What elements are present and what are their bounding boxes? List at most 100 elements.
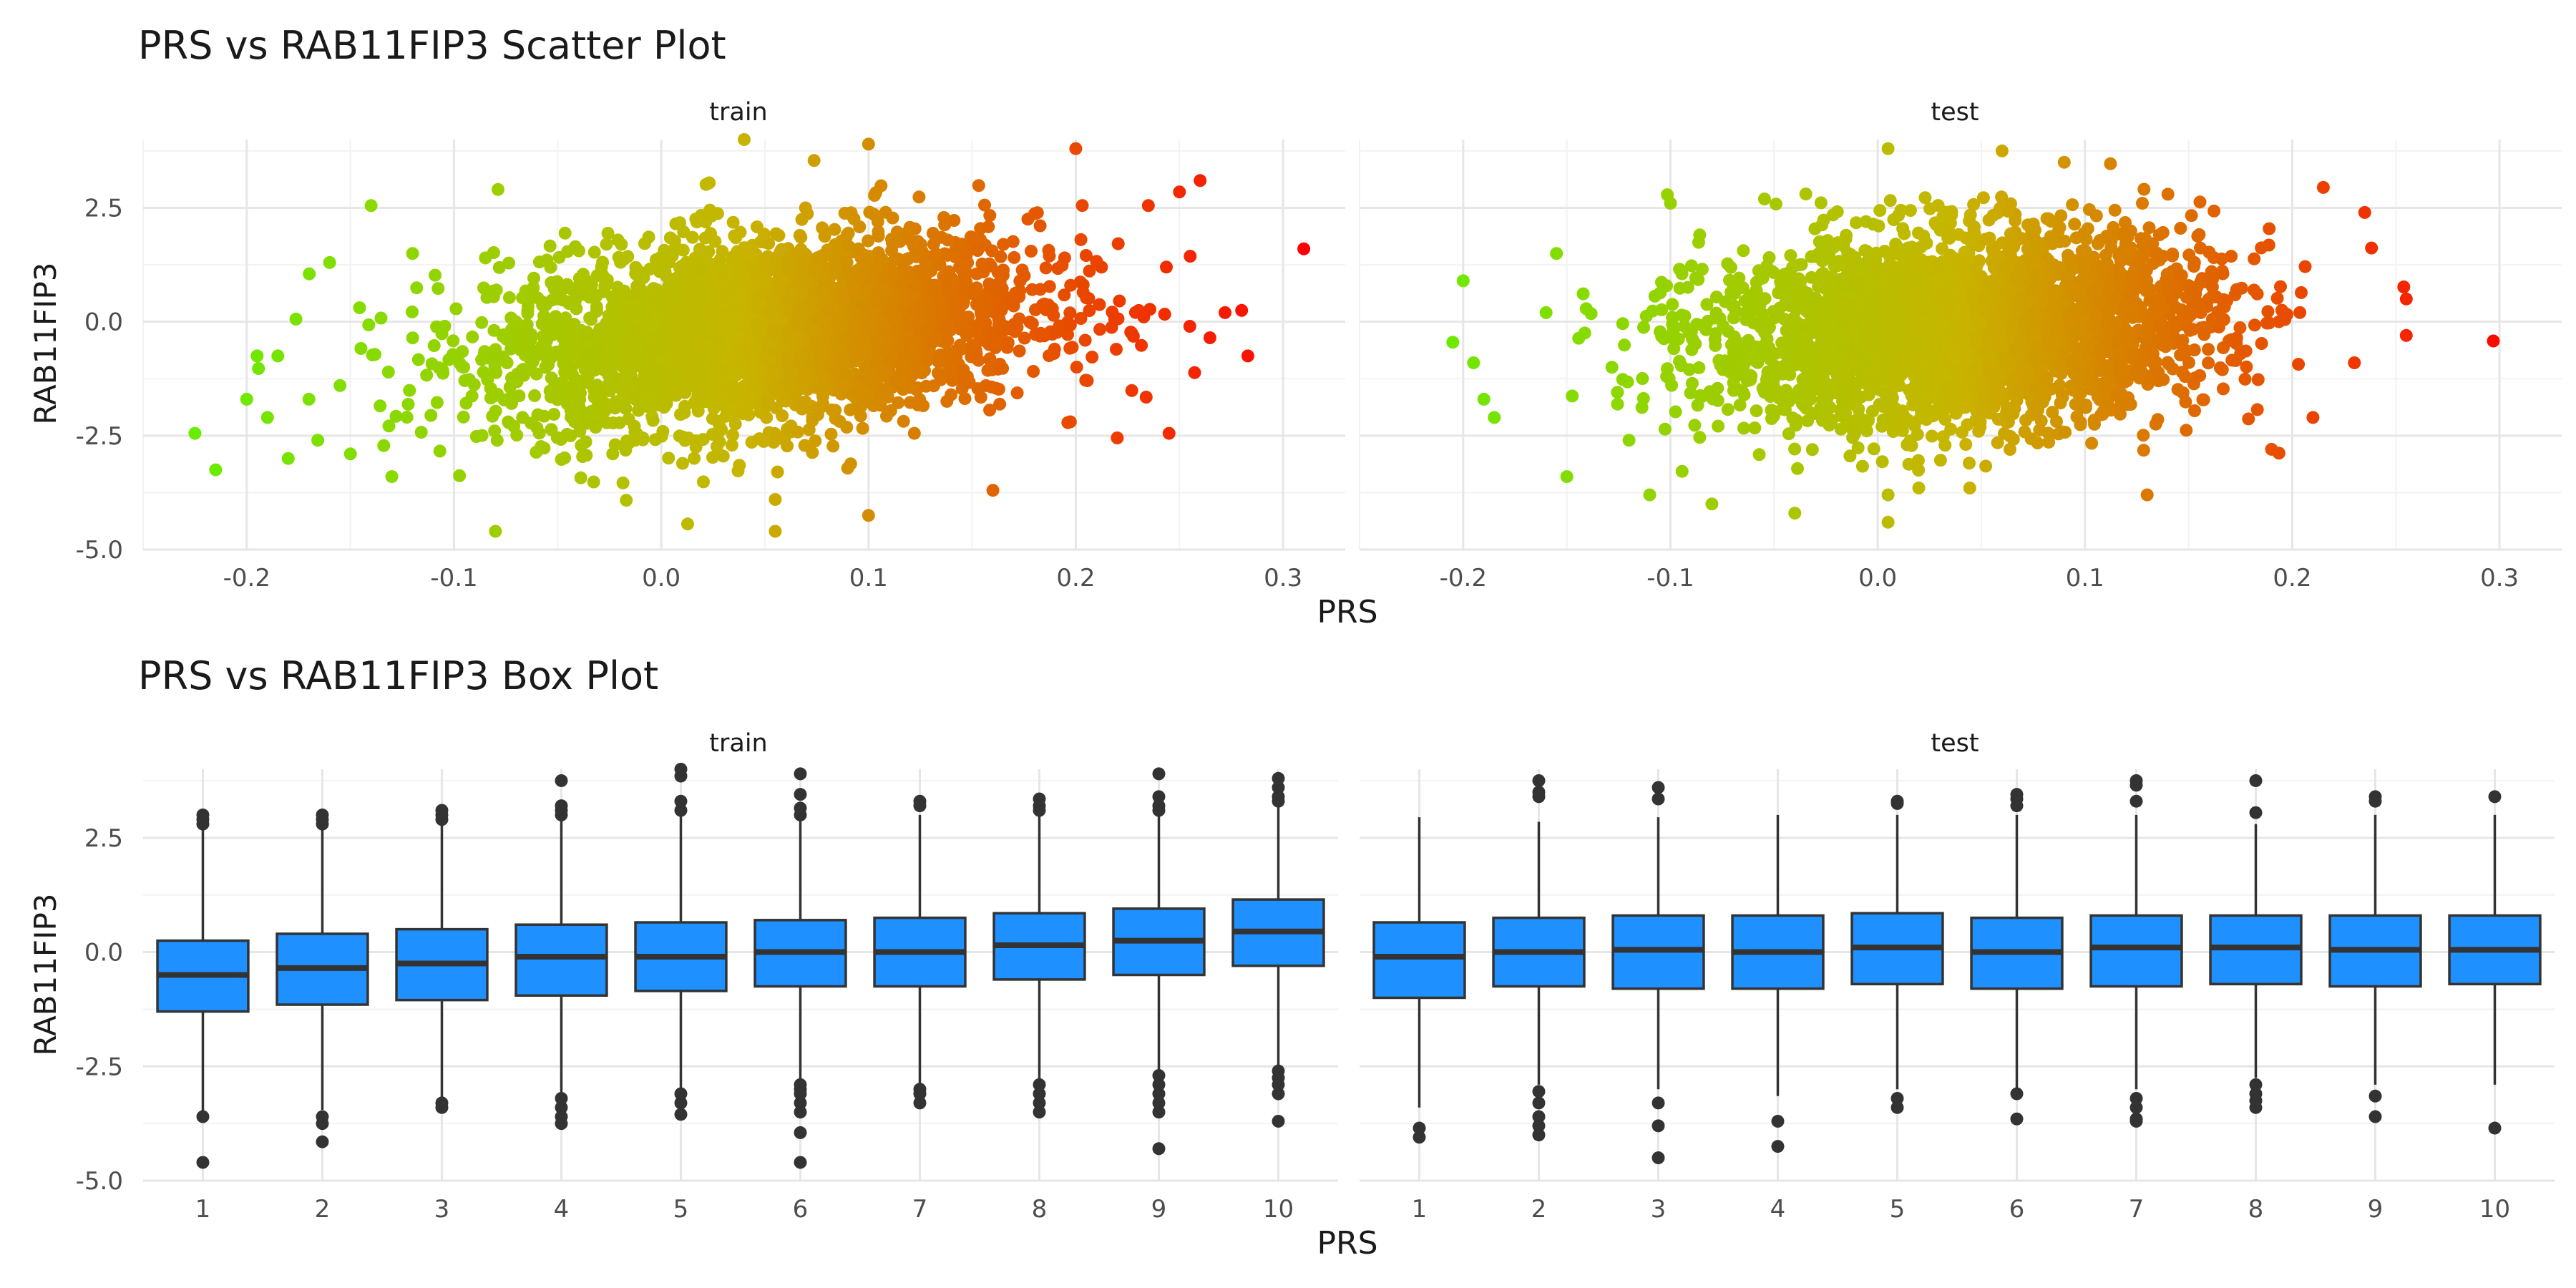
scatter-point — [1025, 283, 1039, 296]
scatter-point — [547, 282, 561, 296]
scatter-point — [699, 298, 713, 311]
scatter-x-tick-label: -0.2 — [223, 564, 270, 592]
scatter-point — [870, 333, 884, 347]
scatter-point — [2202, 356, 2215, 370]
scatter-point — [442, 353, 456, 366]
scatter-point — [568, 413, 582, 426]
scatter-point — [1297, 242, 1311, 255]
scatter-point — [1055, 258, 1069, 272]
scatter-point — [983, 404, 997, 417]
scatter-point — [558, 366, 572, 379]
scatter-point — [432, 361, 446, 374]
scatter-point — [598, 401, 612, 414]
scatter-point — [668, 328, 681, 342]
scatter-point — [433, 444, 447, 458]
scatter-point — [798, 372, 811, 386]
scatter-point — [453, 469, 467, 482]
scatter-point — [674, 286, 688, 299]
scatter-point — [1125, 326, 1138, 340]
scatter-point — [869, 186, 882, 200]
scatter-point — [477, 366, 490, 379]
scatter-point — [1814, 196, 1828, 210]
scatter-point — [477, 281, 490, 295]
scatter-point — [1770, 197, 1782, 211]
scatter-point — [1027, 365, 1040, 378]
scatter-point — [936, 304, 950, 318]
scatter-point — [769, 493, 782, 506]
scatter-point — [938, 218, 952, 232]
scatter-point — [551, 393, 565, 406]
scatter-point — [1584, 307, 1598, 321]
scatter-point — [1111, 431, 1124, 444]
scatter-point — [487, 323, 501, 337]
scatter-point — [1013, 344, 1026, 358]
scatter-point — [1976, 191, 1990, 205]
scatter-point — [818, 379, 831, 393]
scatter-point — [1721, 403, 1735, 416]
scatter-point — [492, 182, 504, 196]
scatter-point — [724, 393, 738, 406]
scatter-point — [810, 341, 824, 355]
scatter-point — [1025, 317, 1039, 331]
scatter-point — [689, 394, 703, 408]
scatter-point — [875, 317, 889, 331]
scatter-point — [587, 475, 600, 489]
scatter-point — [941, 335, 955, 348]
scatter-point — [670, 271, 683, 285]
scatter-point — [1241, 349, 1254, 363]
scatter-point — [411, 353, 425, 366]
scatter-point — [1025, 245, 1038, 258]
scatter-point — [2042, 435, 2056, 449]
scatter-point — [527, 271, 540, 285]
scatter-point — [678, 406, 691, 419]
scatter-point — [2217, 382, 2230, 396]
scatter-point — [1637, 321, 1650, 334]
scatter-point — [983, 353, 997, 366]
scatter-point — [510, 316, 524, 329]
scatter-point — [962, 376, 976, 389]
scatter-point — [1045, 302, 1059, 316]
scatter-point — [558, 451, 572, 464]
scatter-point — [1235, 303, 1249, 317]
scatter-point — [1018, 331, 1031, 345]
scatter-point — [731, 464, 745, 478]
scatter-point — [374, 311, 388, 325]
scatter-point — [574, 471, 587, 484]
scatter-point — [615, 320, 628, 333]
scatter-point — [2240, 360, 2253, 374]
scatter-point — [583, 291, 597, 304]
scatter-point — [766, 292, 779, 306]
scatter-point — [592, 326, 606, 338]
scatter-x-tick-label: 0.2 — [2273, 564, 2311, 592]
scatter-point — [1083, 304, 1096, 317]
scatter-point — [2487, 334, 2500, 348]
scatter-point — [488, 360, 502, 374]
scatter-point — [1070, 361, 1083, 374]
scatter-point — [747, 343, 761, 356]
scatter-point — [781, 439, 794, 453]
scatter-point — [406, 331, 419, 345]
scatter-point — [2004, 443, 2016, 456]
scatter-point — [761, 306, 775, 319]
scatter-point — [865, 376, 878, 389]
scatter-point — [1135, 338, 1148, 352]
scatter-point — [909, 243, 922, 256]
scatter-point — [997, 238, 1010, 251]
scatter-point — [793, 316, 806, 329]
scatter-point — [362, 318, 376, 331]
scatter-point — [656, 424, 670, 438]
scatter-point — [760, 411, 774, 424]
scatter-point — [1063, 318, 1077, 331]
scatter-point — [447, 334, 460, 348]
scatter-point — [389, 409, 403, 423]
scatter-point — [981, 364, 995, 377]
scatter-point — [449, 302, 463, 316]
scatter-point — [462, 373, 476, 386]
scatter-point — [968, 233, 982, 247]
scatter-point — [993, 397, 1007, 411]
scatter-point — [1063, 306, 1077, 320]
scatter-point — [560, 278, 574, 291]
scatter-point — [706, 451, 719, 464]
scatter-point — [1034, 326, 1048, 340]
scatter-point — [521, 329, 535, 343]
